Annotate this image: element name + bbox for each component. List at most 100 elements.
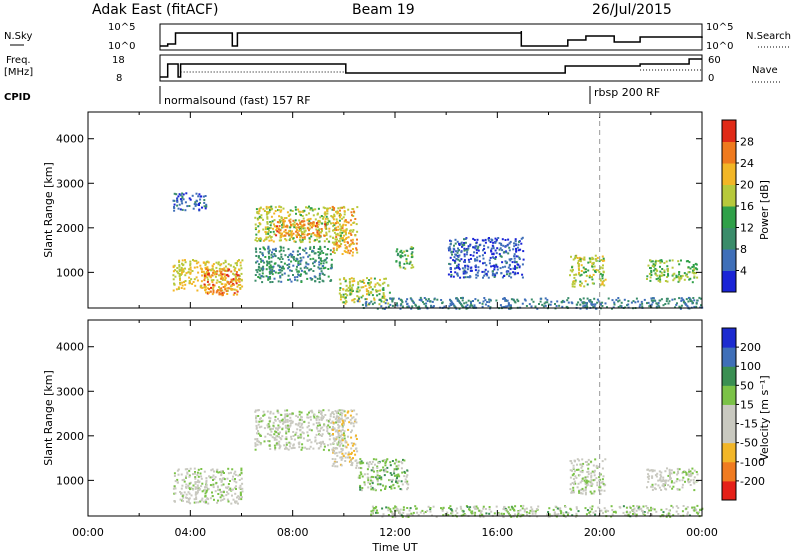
colorbar-tick-label: 100 — [740, 360, 761, 373]
data-cell — [269, 448, 272, 450]
data-cell — [491, 239, 494, 242]
data-cell — [258, 229, 261, 232]
data-cell — [476, 271, 479, 274]
data-cell — [685, 473, 688, 476]
data-cell — [282, 249, 285, 252]
data-cell — [361, 303, 364, 306]
data-cell — [603, 507, 606, 510]
data-cell — [507, 302, 510, 305]
data-cell — [179, 208, 182, 211]
data-cell — [341, 429, 344, 431]
data-cell — [407, 305, 410, 308]
data-cell — [288, 445, 291, 448]
data-cell — [354, 453, 357, 456]
data-cell — [205, 479, 208, 482]
data-cell — [349, 249, 352, 252]
data-cell — [592, 303, 595, 306]
data-cell — [371, 460, 374, 463]
data-cell — [214, 476, 217, 479]
data-cell — [432, 505, 435, 508]
data-cell — [350, 286, 353, 289]
data-cell — [519, 513, 522, 516]
data-cell — [692, 297, 695, 299]
data-cell — [648, 509, 651, 512]
data-cell — [650, 303, 653, 306]
data-cell — [279, 229, 282, 232]
data-cell — [425, 305, 427, 308]
data-cell — [358, 300, 361, 303]
data-cell — [460, 258, 463, 261]
data-cell — [342, 423, 345, 426]
data-cell — [344, 414, 347, 417]
data-cell — [360, 460, 363, 463]
data-cell — [271, 207, 274, 210]
data-cell — [266, 217, 269, 220]
data-cell — [180, 473, 183, 476]
data-cell — [516, 246, 519, 249]
data-cell — [412, 300, 414, 303]
data-cell — [335, 236, 338, 238]
data-cell — [401, 462, 404, 465]
data-cell — [255, 261, 257, 264]
data-cell — [508, 242, 511, 245]
data-cell — [255, 424, 258, 427]
data-cell — [324, 414, 327, 416]
data-cell — [284, 238, 287, 240]
data-cell — [581, 465, 584, 468]
data-cell — [222, 269, 225, 271]
data-cell — [338, 219, 341, 222]
data-cell — [277, 442, 280, 445]
data-cell — [475, 273, 478, 276]
data-cell — [403, 470, 406, 473]
data-cell — [285, 239, 288, 242]
data-cell — [484, 508, 487, 510]
data-cell — [262, 414, 265, 417]
data-cell — [493, 512, 496, 515]
data-cell — [320, 215, 323, 217]
data-cell — [190, 486, 193, 489]
data-cell — [309, 224, 312, 227]
data-cell — [599, 493, 602, 496]
data-cell — [578, 271, 580, 274]
data-cell — [388, 291, 391, 294]
data-cell — [655, 510, 658, 513]
data-cell — [667, 513, 670, 516]
data-cell — [185, 496, 187, 499]
data-cell — [410, 298, 413, 301]
data-cell — [182, 263, 185, 266]
data-cell — [409, 297, 412, 300]
data-cell — [316, 238, 318, 241]
data-cell — [333, 427, 336, 430]
data-cell — [198, 202, 200, 205]
data-cell — [269, 410, 272, 413]
data-cell — [506, 305, 509, 308]
data-cell — [272, 255, 274, 258]
data-cell — [329, 434, 332, 437]
data-cell — [264, 226, 267, 229]
data-cell — [397, 509, 400, 512]
colorbar-tick-label: -50 — [740, 437, 758, 450]
data-cell — [458, 249, 461, 252]
data-cell — [197, 489, 200, 492]
data-cell — [382, 513, 385, 516]
data-cell — [389, 479, 392, 481]
x-tick-label: 04:00 — [174, 526, 206, 539]
data-cell — [307, 263, 310, 266]
data-cell — [399, 304, 402, 307]
data-cell — [489, 256, 492, 259]
data-cell — [180, 487, 183, 490]
data-cell — [584, 461, 587, 463]
data-cell — [258, 426, 261, 429]
data-cell — [338, 223, 341, 226]
data-cell — [528, 512, 531, 515]
data-cell — [318, 240, 321, 243]
data-cell — [181, 284, 184, 287]
data-cell — [315, 426, 318, 429]
data-cell — [351, 280, 354, 283]
data-cell — [449, 302, 452, 305]
data-cell — [319, 259, 322, 262]
data-cell — [266, 264, 269, 267]
data-cell — [459, 505, 462, 508]
data-cell — [268, 440, 271, 443]
